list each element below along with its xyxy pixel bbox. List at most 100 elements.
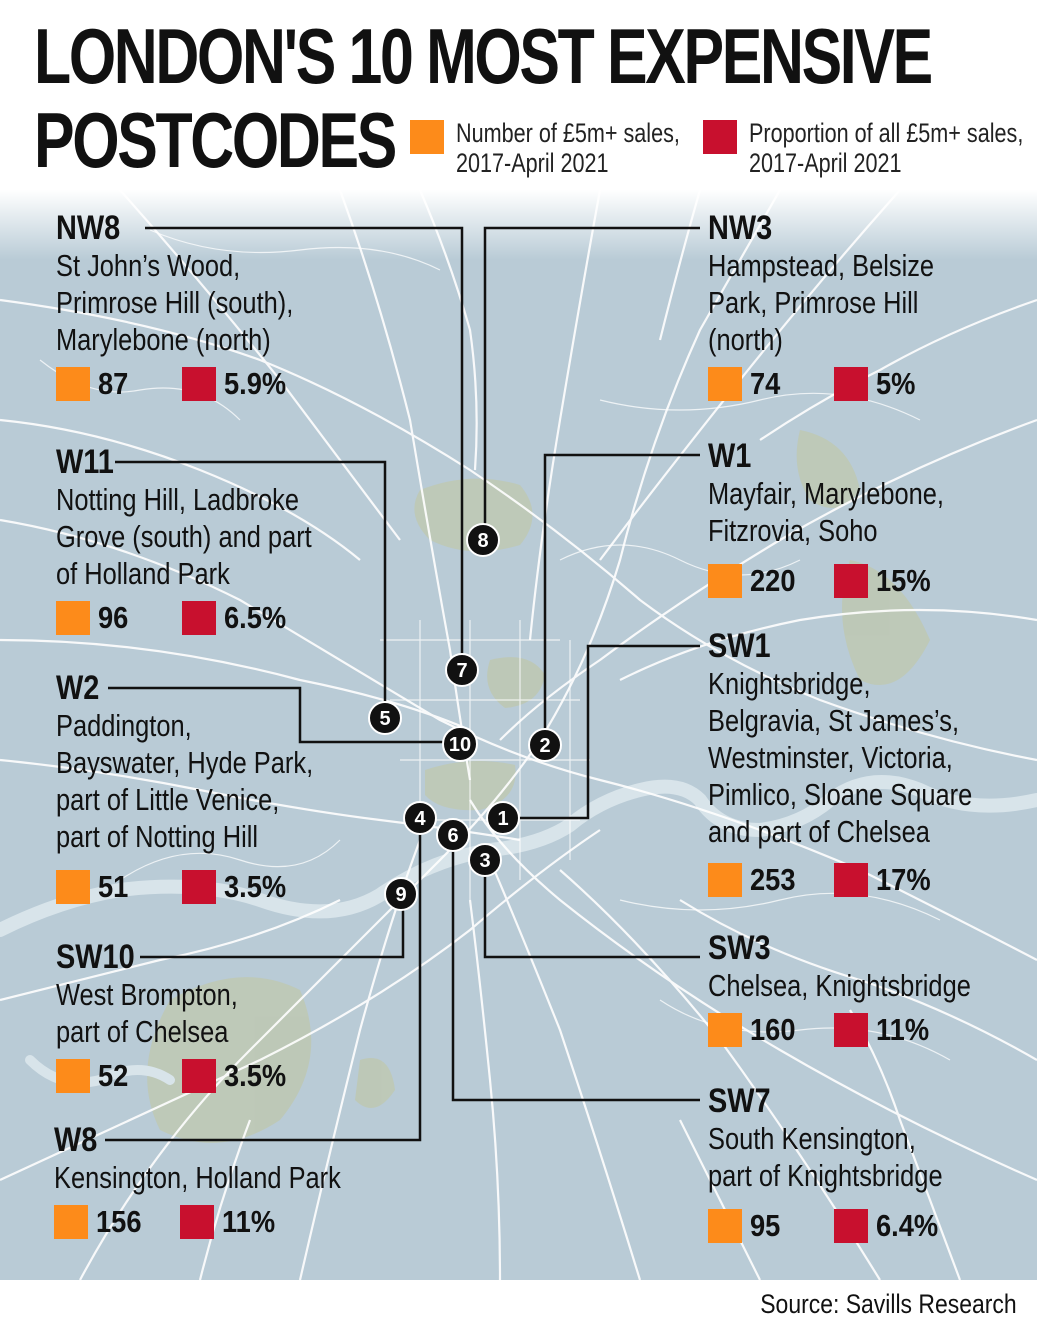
area-line: part of Little Venice, [56, 782, 280, 817]
legend-share: Proportion of all £5m+ sales, 2017-April… [703, 118, 1037, 178]
count-swatch [56, 870, 90, 904]
area-line: South Kensington, [708, 1121, 916, 1156]
postcode-w1: W1 Mayfair, Marylebone, Fitzrovia, Soho … [708, 437, 996, 599]
legend-share-label-1: Proportion of all £5m+ sales, [749, 118, 1024, 148]
sales-share: 3.5% [224, 869, 287, 904]
stats-row: 96 6.5% [56, 600, 368, 636]
stats-row: 87 5.9% [56, 366, 345, 402]
area-line: Westminster, Victoria, [708, 740, 953, 775]
postcode-code: W1 [708, 437, 752, 475]
marker-4[interactable]: 4 [403, 801, 437, 835]
marker-6[interactable]: 6 [436, 818, 470, 852]
stats-row: 52 3.5% [56, 1058, 296, 1094]
postcode-code: W11 [56, 443, 114, 481]
sales-share: 5% [876, 366, 916, 401]
marker-5[interactable]: 5 [368, 701, 402, 735]
count-swatch [56, 367, 90, 401]
postcode-code: NW3 [708, 209, 773, 247]
leader-w8 [105, 818, 422, 1142]
marker-1[interactable]: 1 [486, 801, 520, 835]
share-swatch [834, 564, 868, 598]
sales-share: 17% [876, 862, 931, 897]
sales-count: 156 [96, 1204, 142, 1239]
sales-count: 160 [750, 1012, 796, 1047]
postcode-nw8: NW8 St John’s Wood, Primrose Hill (south… [56, 209, 345, 402]
postcode-code: SW7 [708, 1082, 771, 1120]
stats-row: 156 11% [54, 1204, 404, 1240]
postcode-w2: W2 Paddington, Bayswater, Hyde Park, par… [56, 669, 370, 905]
legend-count-swatch [410, 120, 444, 154]
sales-count: 253 [750, 862, 796, 897]
marker-8-label: 8 [477, 530, 488, 552]
marker-2-label: 2 [539, 735, 550, 757]
marker-9[interactable]: 9 [384, 877, 418, 911]
sales-count: 74 [750, 366, 781, 401]
marker-1-label: 1 [497, 808, 508, 830]
leader-w2 [108, 686, 458, 744]
count-swatch [708, 367, 742, 401]
count-swatch [708, 1209, 742, 1243]
leader-sw10 [140, 896, 405, 959]
area-line: Hampstead, Belsize [708, 248, 935, 283]
area-line: Chelsea, Knightsbridge [708, 968, 971, 1003]
area-line: Belgravia, St James’s, [708, 703, 960, 738]
marker-2[interactable]: 2 [528, 728, 562, 762]
area-line: Notting Hill, Ladbroke [56, 482, 300, 517]
london-map: 1 2 3 4 5 6 7 8 9 10 [0, 190, 1037, 1280]
leader-w1 [543, 453, 700, 745]
marker-9-label: 9 [395, 884, 406, 906]
count-swatch [708, 1013, 742, 1047]
area-line: Fitzrovia, Soho [708, 513, 878, 548]
sales-share: 15% [876, 563, 931, 598]
leader-sw3 [483, 860, 700, 959]
stats-row: 95 6.4% [708, 1208, 994, 1244]
postcode-w8: W8 Kensington, Holland Park 156 11% [54, 1121, 404, 1240]
leader-sw7 [451, 835, 700, 1102]
area-line: Paddington, [56, 708, 192, 743]
share-swatch [834, 1209, 868, 1243]
stats-row: 160 11% [708, 1012, 1029, 1048]
share-swatch [182, 367, 216, 401]
area-line: Park, Primrose Hill [708, 285, 919, 320]
postcode-code: W2 [56, 669, 100, 707]
count-swatch [708, 863, 742, 897]
marker-10-label: 10 [449, 734, 471, 756]
postcode-code: W8 [54, 1121, 98, 1159]
area-line: Bayswater, Hyde Park, [56, 745, 314, 780]
marker-10[interactable]: 10 [442, 726, 478, 762]
postcode-code: SW3 [708, 929, 771, 967]
marker-7-label: 7 [456, 660, 467, 682]
marker-3[interactable]: 3 [468, 843, 502, 877]
marker-8[interactable]: 8 [466, 523, 500, 557]
area-line: St John’s Wood, [56, 248, 241, 283]
share-swatch [182, 1059, 216, 1093]
share-swatch [834, 1013, 868, 1047]
leader-nw3 [483, 226, 700, 540]
stats-row: 74 5% [708, 366, 984, 402]
area-line: Primrose Hill (south), [56, 285, 294, 320]
sales-count: 220 [750, 563, 796, 598]
legend-count-label-2: 2017-April 2021 [456, 148, 609, 178]
sales-count: 52 [98, 1058, 129, 1093]
title-line-2: POSTCODES [34, 96, 397, 184]
share-swatch [834, 863, 868, 897]
legend-count: Number of £5m+ sales, 2017-April 2021 [410, 118, 736, 178]
count-swatch [708, 564, 742, 598]
area-line: part of Notting Hill [56, 819, 259, 854]
legend-share-label-2: 2017-April 2021 [749, 148, 902, 178]
sales-share: 6.4% [876, 1208, 939, 1243]
leader-nw8 [145, 226, 464, 670]
postcode-code: SW10 [56, 938, 135, 976]
area-line: West Brompton, [56, 977, 238, 1012]
share-swatch [834, 367, 868, 401]
stats-row: 51 3.5% [56, 869, 370, 905]
sales-count: 87 [98, 366, 129, 401]
source-credit: Source: Savills Research [760, 1289, 1017, 1319]
sales-count: 51 [98, 869, 129, 904]
stats-row: 220 15% [708, 563, 996, 599]
legend-count-label-1: Number of £5m+ sales, [456, 118, 680, 148]
marker-7[interactable]: 7 [445, 653, 479, 687]
marker-3-label: 3 [479, 850, 490, 872]
postcode-w11: W11 Notting Hill, Ladbroke Grove (south)… [56, 443, 368, 636]
marker-5-label: 5 [379, 708, 390, 730]
